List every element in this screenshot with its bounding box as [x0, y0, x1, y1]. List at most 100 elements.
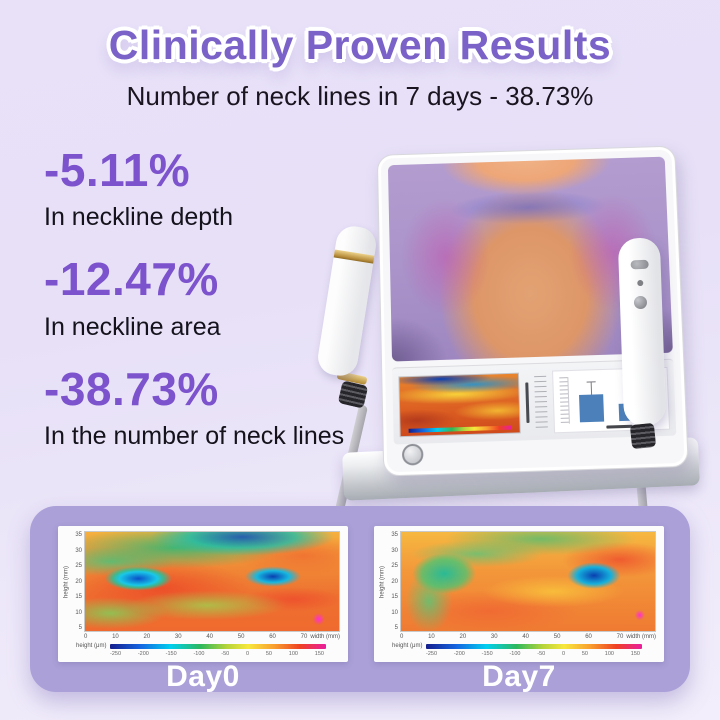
stat-value: -38.73% [44, 362, 219, 415]
colorbar-ticks: -250 -200 -150 -100 -50 0 50 100 150 [62, 650, 340, 658]
page-title: Clinically Proven Results [108, 22, 612, 68]
tick-label: 70 [616, 634, 624, 640]
device-bar-before [579, 394, 605, 422]
plot-row: height (mm) 35 30 25 20 15 10 5 [62, 531, 340, 632]
tick-label: -250 [426, 651, 438, 657]
y-axis-label: height (mm) [379, 565, 386, 598]
stat-label: In neckline depth [44, 203, 234, 232]
tick-label: 60 [585, 634, 592, 640]
tick-label: 50 [581, 651, 588, 657]
tick-label: -250 [110, 651, 122, 657]
tick-label: 40 [206, 634, 214, 640]
stat-item-area: -12.47% In neckline area [44, 255, 356, 342]
tick-label: 50 [553, 634, 561, 640]
handpiece-oval-button [630, 259, 649, 270]
tick-label: 30 [174, 634, 182, 640]
tick-label: -100 [509, 651, 521, 657]
device-bar-chart-x-label [605, 424, 633, 429]
x-axis-ticks: 0 10 20 30 40 50 60 70 width (mm) [62, 632, 340, 642]
x-tick-group: 0 10 20 30 40 50 60 70 [84, 634, 307, 640]
error-whisker [590, 381, 592, 396]
tick-label: -150 [165, 651, 177, 657]
handpiece-indicator-dot [637, 279, 644, 287]
colorbar-ticks: -250 -200 -150 -100 -50 0 50 100 150 [378, 650, 656, 658]
tick-label: -100 [193, 651, 205, 657]
heatmap-card-day0: height (mm) 35 30 25 20 15 10 5 0 10 20 30 40 50 60 7… [58, 526, 348, 662]
stat-label: In the number of neck lines [44, 421, 345, 450]
tick-label: 35 [75, 532, 82, 538]
tick-label: 70 [300, 634, 308, 640]
tick-label: 20 [75, 578, 82, 585]
stat-label: In neckline area [44, 312, 221, 341]
tick-label: 30 [490, 634, 498, 640]
stats-list: -5.11% In neckline depth -12.47% In neck… [44, 146, 356, 474]
stat-item-count: -38.73% In the number of neck lines [44, 362, 356, 452]
tick-label: 15 [75, 594, 82, 600]
colorbar-gradient [110, 643, 326, 649]
tick-label: 10 [428, 634, 435, 640]
tick-label: 0 [562, 651, 566, 657]
tick-label: 100 [288, 651, 298, 657]
tick-label: 0 [84, 634, 88, 640]
tick-label: 40 [522, 634, 530, 640]
y-axis-label: height (mm) [63, 565, 70, 598]
tick-label: 50 [237, 634, 245, 640]
tick-label: 60 [269, 634, 276, 640]
tick-label: 25 [75, 563, 82, 569]
tick-label: 20 [391, 578, 398, 585]
stat-value: -5.11% [44, 144, 191, 196]
plot-row: height (mm) 35 30 25 20 15 10 5 [378, 531, 656, 632]
device-axis-ticks [534, 375, 548, 429]
tick-label: 5 [78, 625, 82, 631]
colorbar-row: height (μm) [62, 642, 340, 650]
right-handpiece-cable-gland [629, 422, 657, 450]
header: Clinically Proven Results Number of neck… [0, 22, 720, 112]
day7-label: Day7 [482, 660, 556, 693]
tick-label: 150 [630, 651, 640, 657]
left-handpiece-gold-band [333, 249, 375, 264]
power-button [401, 443, 424, 466]
tick-label: 100 [604, 651, 614, 657]
device-heatmap-thumbnail [398, 372, 521, 437]
tick-label: 10 [391, 609, 398, 616]
tick-label: 25 [391, 563, 398, 569]
heatmap-day0 [84, 531, 340, 632]
day0-label: Day0 [166, 660, 240, 693]
tick-label: 0 [246, 651, 250, 657]
heatmap-day7 [400, 531, 656, 632]
colorbar-label: height (μm) [392, 643, 423, 649]
x-axis-label: width (mm) [310, 634, 340, 640]
tick-label: 10 [75, 609, 82, 616]
tick-label: 30 [75, 547, 82, 554]
tick-label: 150 [314, 651, 324, 657]
tick-label: 10 [112, 634, 119, 640]
x-axis-label: width (mm) [626, 634, 656, 640]
y-axis-ticks: 35 30 25 20 15 10 5 [387, 531, 400, 632]
tick-label: 20 [143, 634, 151, 640]
colorbar-label: height (μm) [76, 643, 107, 649]
tick-label: 30 [391, 547, 398, 554]
tick-label: -150 [481, 651, 493, 657]
tick-label: -50 [221, 651, 230, 657]
tick-label: 5 [394, 625, 398, 631]
tick-label: -200 [453, 651, 465, 657]
device-thumbnail-colorbar [408, 425, 512, 433]
x-tick-group: 0 10 20 30 40 50 60 70 [400, 634, 623, 640]
heatmap-card-day7: height (mm) 35 30 25 20 15 10 5 0 10 20 30 40 50 60 7… [374, 526, 664, 662]
device-photo [315, 140, 715, 559]
y-axis-ticks: 35 30 25 20 15 10 5 [71, 531, 84, 632]
comparison-panel: height (mm) 35 30 25 20 15 10 5 0 10 20 30 40 50 60 7… [30, 506, 690, 694]
colorbar-row: height (μm) [378, 642, 656, 650]
subtitle: Number of neck lines in 7 days - 38.73% [126, 81, 594, 111]
device-axis-label-bar [525, 381, 530, 423]
stat-value: -12.47% [44, 253, 219, 306]
tick-label: 50 [265, 651, 272, 657]
x-axis-ticks: 0 10 20 30 40 50 60 70 width (mm) [378, 632, 656, 642]
tick-label: 35 [391, 532, 398, 538]
right-handpiece [617, 237, 667, 427]
tick-label: 0 [400, 634, 404, 640]
day-labels: Day0 Day7 [30, 660, 690, 694]
tick-label: -50 [537, 651, 546, 657]
device-bar-group [578, 376, 605, 422]
